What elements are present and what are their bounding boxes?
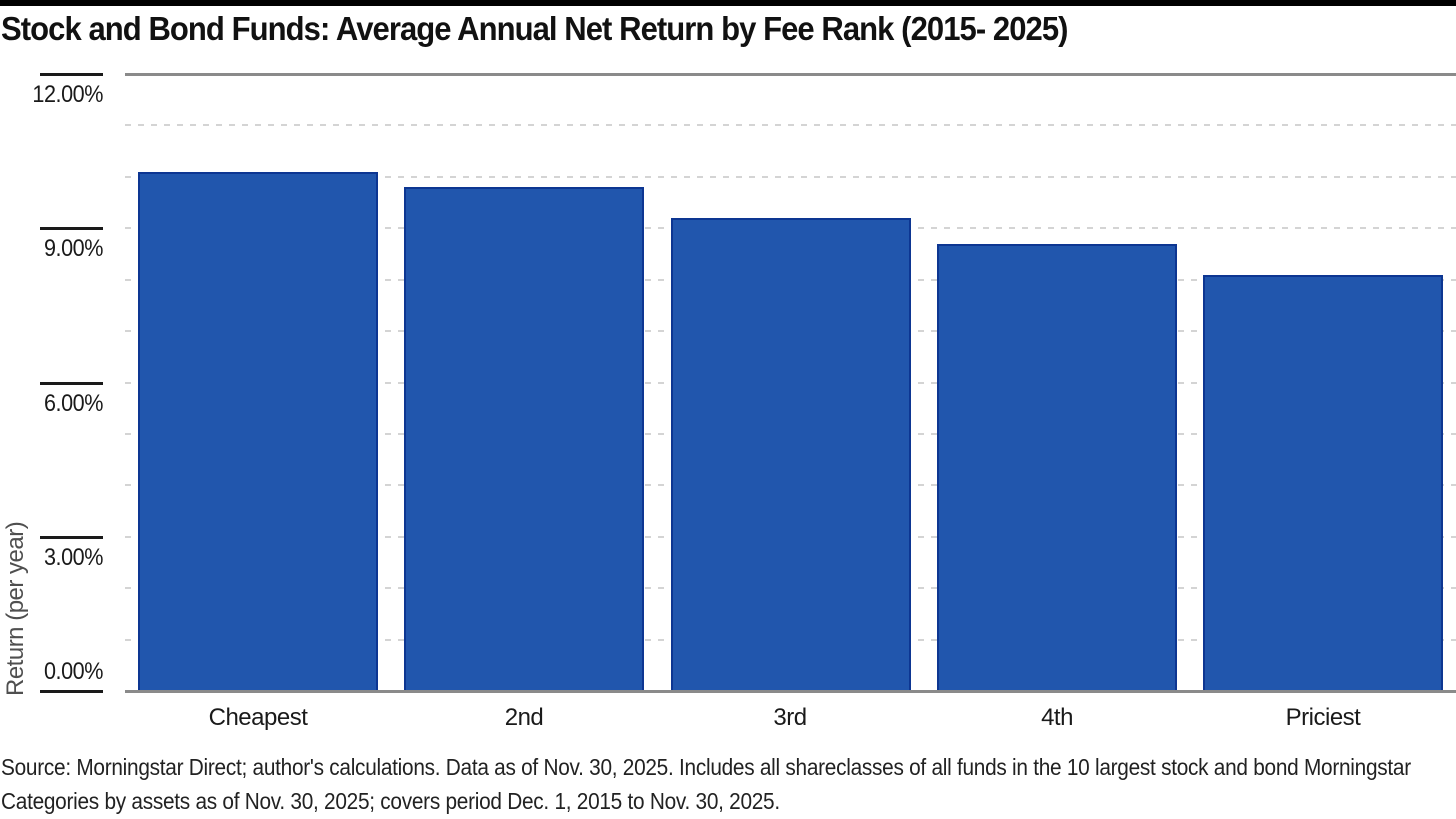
bar-4th [937,244,1177,691]
x-category-label-3rd: 3rd [773,704,807,731]
source-note: Source: Morningstar Direct; author's cal… [1,750,1449,818]
x-category-label-cheapest: Cheapest [208,704,308,731]
gridline-11pct [125,124,1456,126]
source-note-line1: Source: Morningstar Direct; author's cal… [1,754,1411,780]
y-tick-label-6pct: 6.00% [43,390,103,417]
bar-cheapest [138,172,378,691]
y-tick-label-0pct: 0.00% [43,658,103,685]
plot-top-border [125,73,1456,76]
y-tick-0pct [40,690,103,693]
y-tick-label-3pct: 3.00% [43,544,103,571]
x-category-label-2nd: 2nd [504,704,544,731]
bar-3rd [671,218,911,691]
bar-2nd [404,187,644,691]
y-tick-3pct [40,536,103,539]
source-note-line2: Categories by assets as of Nov. 30, 2025… [1,788,780,814]
x-axis-baseline [125,690,1456,693]
chart-title: Stock and Bond Funds: Average Annual Net… [1,10,1068,47]
x-category-label-4th: 4th [1041,704,1073,731]
bar-priciest [1203,275,1443,691]
y-tick-label-9pct: 9.00% [43,235,103,262]
y-tick-12pct [40,73,103,76]
gridline-10pct [125,176,1456,178]
x-category-label-priciest: Priciest [1285,704,1361,731]
y-tick-9pct [40,227,103,230]
top-border-strip [0,0,1456,6]
y-axis-title: Return (per year) [2,521,29,696]
y-tick-label-12pct: 12.00% [32,81,104,108]
y-tick-6pct [40,382,103,385]
